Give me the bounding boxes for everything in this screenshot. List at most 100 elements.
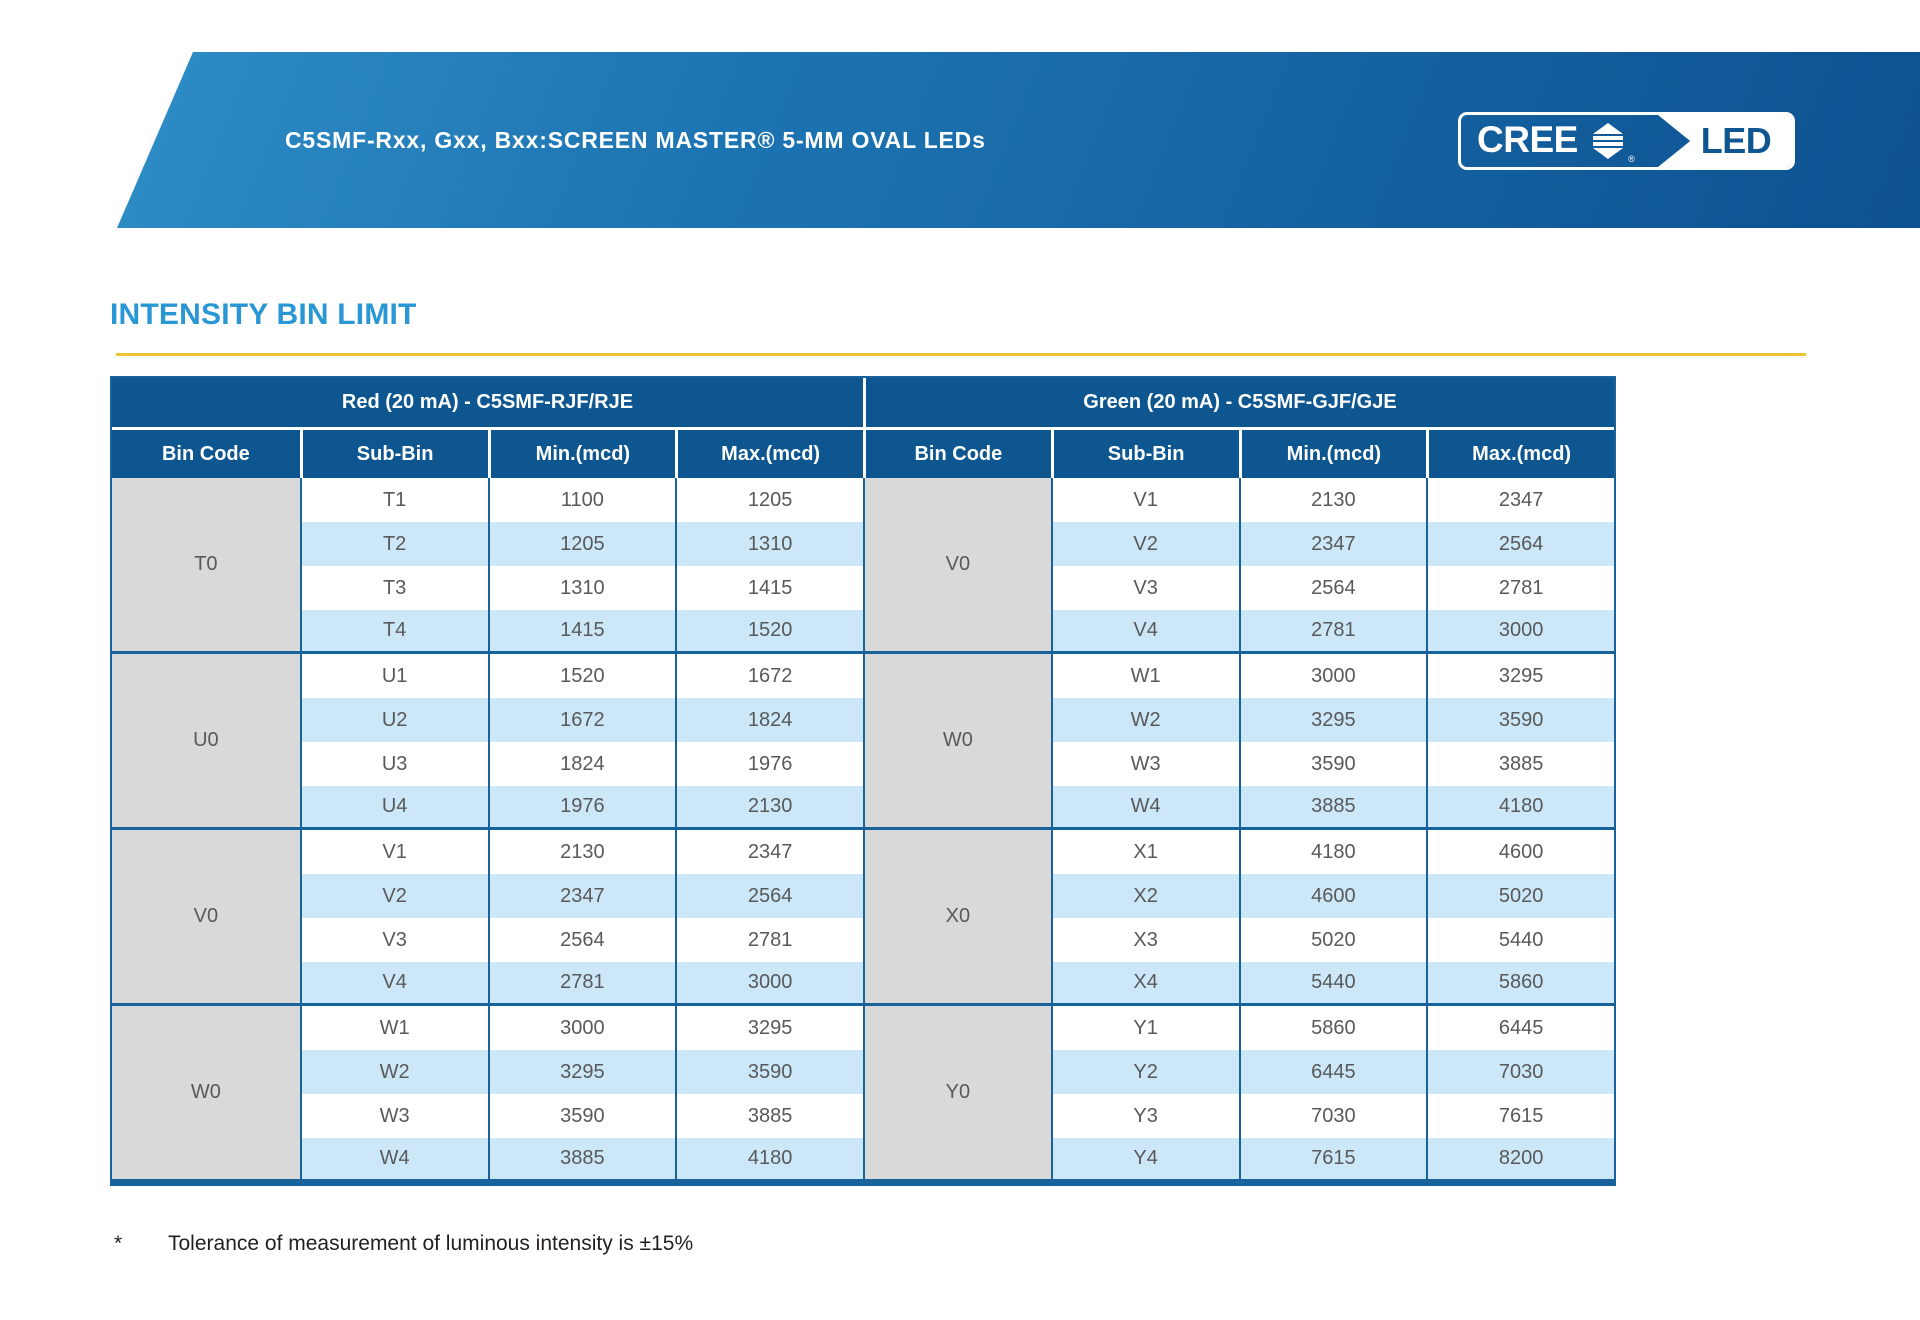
min-cell: 2130 bbox=[1238, 478, 1427, 522]
table-row: U3 1824 1976 W3 3590 3885 bbox=[112, 742, 1614, 786]
column-header: Min.(mcd) bbox=[487, 430, 676, 478]
min-cell: 3885 bbox=[487, 1138, 676, 1182]
max-cell: 1976 bbox=[675, 742, 863, 786]
max-cell: 2130 bbox=[675, 786, 863, 830]
green-group-header: Green (20 mA) - C5SMF-GJF/GJE bbox=[863, 378, 1614, 430]
max-cell: 7030 bbox=[1426, 1050, 1614, 1094]
max-cell: 4180 bbox=[675, 1138, 863, 1182]
min-cell: 4180 bbox=[1238, 830, 1427, 874]
footnote-text: Tolerance of measurement of luminous int… bbox=[168, 1232, 694, 1255]
min-cell: 1205 bbox=[487, 522, 676, 566]
max-cell: 2564 bbox=[1426, 522, 1614, 566]
max-cell: 1310 bbox=[675, 522, 863, 566]
max-cell: 5020 bbox=[1426, 874, 1614, 918]
min-cell: 1672 bbox=[487, 698, 676, 742]
sub-bin-cell: X2 bbox=[1050, 874, 1239, 918]
min-cell: 5020 bbox=[1238, 918, 1427, 962]
max-cell: 1415 bbox=[675, 566, 863, 610]
sub-bin-cell: V3 bbox=[1050, 566, 1239, 610]
sub-bin-cell: V2 bbox=[1050, 522, 1239, 566]
min-cell: 2130 bbox=[487, 830, 676, 874]
logo-arrow-section: LED bbox=[1658, 115, 1792, 167]
intensity-bin-table: Red (20 mA) - C5SMF-RJF/RJE Green (20 mA… bbox=[112, 378, 1614, 1182]
column-header: Sub-Bin bbox=[299, 430, 488, 478]
bin-code-cell: V0 bbox=[863, 478, 1051, 654]
min-cell: 3590 bbox=[487, 1094, 676, 1138]
max-cell: 3000 bbox=[675, 962, 863, 1006]
max-cell: 3885 bbox=[1426, 742, 1614, 786]
cree-led-logo: CREE ® LED bbox=[1458, 112, 1795, 170]
max-cell: 3295 bbox=[675, 1006, 863, 1050]
max-cell: 4180 bbox=[1426, 786, 1614, 830]
max-cell: 5440 bbox=[1426, 918, 1614, 962]
icon-bar bbox=[1592, 142, 1623, 146]
min-cell: 2347 bbox=[1238, 522, 1427, 566]
sub-bin-cell: U4 bbox=[299, 786, 488, 830]
yellow-divider bbox=[116, 353, 1806, 356]
column-header: Sub-Bin bbox=[1050, 430, 1239, 478]
sub-bin-cell: V4 bbox=[1050, 610, 1239, 654]
sub-bin-cell: U2 bbox=[299, 698, 488, 742]
column-header: Bin Code bbox=[863, 430, 1051, 478]
table-row: V2 2347 2564 X2 4600 5020 bbox=[112, 874, 1614, 918]
max-cell: 1520 bbox=[675, 610, 863, 654]
sub-bin-cell: W4 bbox=[1050, 786, 1239, 830]
max-cell: 2781 bbox=[1426, 566, 1614, 610]
min-cell: 2781 bbox=[487, 962, 676, 1006]
max-cell: 2347 bbox=[1426, 478, 1614, 522]
bin-code-cell: Y0 bbox=[863, 1006, 1051, 1182]
sub-bin-cell: W1 bbox=[299, 1006, 488, 1050]
cree-arrows-icon: ® bbox=[1588, 119, 1635, 164]
min-cell: 2347 bbox=[487, 874, 676, 918]
sub-bin-cell: V1 bbox=[299, 830, 488, 874]
bin-code-cell: T0 bbox=[112, 478, 300, 654]
red-group-header: Red (20 mA) - C5SMF-RJF/RJE bbox=[112, 378, 863, 430]
max-cell: 2781 bbox=[675, 918, 863, 962]
sub-bin-cell: X1 bbox=[1050, 830, 1239, 874]
min-cell: 2564 bbox=[1238, 566, 1427, 610]
sub-bin-cell: W3 bbox=[1050, 742, 1239, 786]
min-cell: 3590 bbox=[1238, 742, 1427, 786]
min-cell: 7615 bbox=[1238, 1138, 1427, 1182]
logo-left-section: CREE ® bbox=[1461, 115, 1635, 167]
max-cell: 6445 bbox=[1426, 1006, 1614, 1050]
table-row: W2 3295 3590 Y2 6445 7030 bbox=[112, 1050, 1614, 1094]
column-header: Max.(mcd) bbox=[1426, 430, 1614, 478]
table-row: W4 3885 4180 Y4 7615 8200 bbox=[112, 1138, 1614, 1182]
table-row: W0 W1 3000 3295 Y0 Y1 5860 6445 bbox=[112, 1006, 1614, 1182]
min-cell: 2781 bbox=[1238, 610, 1427, 654]
max-cell: 2347 bbox=[675, 830, 863, 874]
min-cell: 5440 bbox=[1238, 962, 1427, 1006]
sub-bin-cell: V1 bbox=[1050, 478, 1239, 522]
max-cell: 3295 bbox=[1426, 654, 1614, 698]
sub-bin-cell: T2 bbox=[299, 522, 488, 566]
min-cell: 1520 bbox=[487, 654, 676, 698]
sub-bin-cell: W4 bbox=[299, 1138, 488, 1182]
min-cell: 1824 bbox=[487, 742, 676, 786]
min-cell: 1310 bbox=[487, 566, 676, 610]
sub-bin-cell: W2 bbox=[299, 1050, 488, 1094]
min-cell: 2564 bbox=[487, 918, 676, 962]
table-row: V4 2781 3000 X4 5440 5860 bbox=[112, 962, 1614, 1006]
table-row: U2 1672 1824 W2 3295 3590 bbox=[112, 698, 1614, 742]
column-header: Bin Code bbox=[112, 430, 300, 478]
min-cell: 1415 bbox=[487, 610, 676, 654]
sub-bin-cell: X3 bbox=[1050, 918, 1239, 962]
sub-bin-cell: V2 bbox=[299, 874, 488, 918]
column-header-row: Bin Code Sub-Bin Min.(mcd) Max.(mcd) Bin… bbox=[112, 430, 1614, 478]
max-cell: 5860 bbox=[1426, 962, 1614, 1006]
header-banner: C5SMF-Rxx, Gxx, Bxx:SCREEN MASTER® 5-MM … bbox=[117, 52, 1920, 228]
sub-bin-cell: W1 bbox=[1050, 654, 1239, 698]
max-cell: 3885 bbox=[675, 1094, 863, 1138]
sub-bin-cell: X4 bbox=[1050, 962, 1239, 1006]
sub-bin-cell: Y1 bbox=[1050, 1006, 1239, 1050]
table-row: T0 T1 1100 1205 V0 V1 2130 2347 bbox=[112, 478, 1614, 654]
max-cell: 3590 bbox=[1426, 698, 1614, 742]
sub-bin-cell: T1 bbox=[299, 478, 488, 522]
triangle-down-icon bbox=[1592, 148, 1623, 159]
document-title: C5SMF-Rxx, Gxx, Bxx:SCREEN MASTER® 5-MM … bbox=[285, 126, 986, 153]
sub-bin-cell: W2 bbox=[1050, 698, 1239, 742]
min-cell: 4600 bbox=[1238, 874, 1427, 918]
table-row: T3 1310 1415 V3 2564 2781 bbox=[112, 566, 1614, 610]
max-cell: 3000 bbox=[1426, 610, 1614, 654]
